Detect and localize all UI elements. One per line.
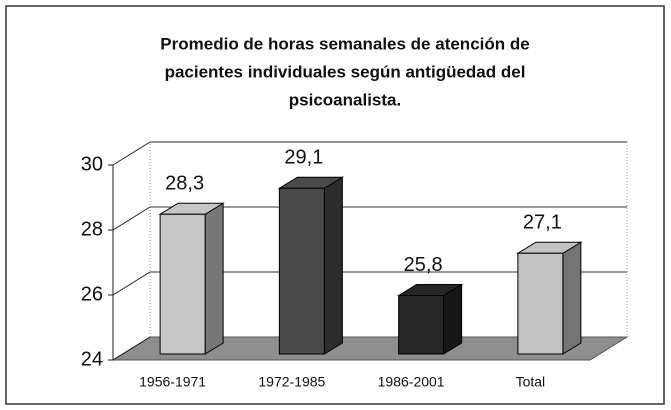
bar-side (204, 202, 224, 355)
side-line (112, 271, 151, 296)
y-tick-label: 30 (81, 153, 103, 175)
y-tick-label: 24 (81, 348, 103, 370)
value-label: 27,1 (523, 212, 562, 234)
bar (398, 295, 445, 355)
y-tick-label: 26 (81, 283, 103, 305)
bar (278, 187, 325, 355)
value-label: 25,8 (404, 254, 443, 276)
bar-side (443, 283, 463, 355)
chart-title: Promedio de horas semanales de atención … (160, 34, 529, 53)
chart-title: psicoanalista. (289, 90, 401, 109)
side-line (112, 336, 151, 361)
bar-side (562, 241, 582, 355)
bar (517, 252, 564, 355)
bar (159, 213, 206, 355)
x-tick-label: 1972-1985 (258, 374, 325, 390)
value-label: 29,1 (284, 147, 323, 169)
side-line (112, 206, 151, 231)
y-tick-label: 28 (81, 218, 103, 240)
side-line (112, 141, 151, 166)
x-tick-label: 1986-2001 (378, 374, 445, 390)
x-tick-label: Total (516, 374, 546, 390)
bar-side (323, 176, 343, 355)
value-label: 28,3 (165, 173, 204, 195)
chart-title: pacientes individuales según antigüedad … (165, 62, 526, 81)
x-tick-label: 1956-1971 (139, 374, 206, 390)
